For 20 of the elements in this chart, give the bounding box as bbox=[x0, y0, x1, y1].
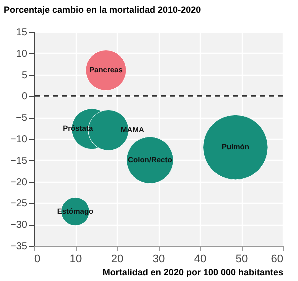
x-tick-label: 30 bbox=[152, 254, 166, 266]
x-tick-label: 20 bbox=[111, 254, 124, 266]
y-tick-label: −15 bbox=[10, 156, 28, 167]
y-tick-label: −10 bbox=[10, 134, 28, 146]
y-tick-label: 5 bbox=[22, 70, 28, 82]
x-axis-title: Mortalidad en 2020 por 100 000 habitantes bbox=[102, 268, 284, 278]
chart-title: Porcentaje cambio en la mortalidad 2010-2020 bbox=[4, 5, 202, 15]
y-tick-label: −5 bbox=[16, 113, 28, 124]
y-tick-label: −35 bbox=[10, 242, 28, 252]
y-tick-label: −25 bbox=[10, 198, 28, 210]
x-tick-label: 60 bbox=[271, 254, 284, 266]
y-tick-label: 0 bbox=[22, 92, 28, 103]
y-tick-label: 15 bbox=[16, 28, 28, 38]
x-tick-label: 40 bbox=[194, 254, 207, 266]
y-tick-label: −30 bbox=[10, 220, 28, 232]
y-tick-label: 10 bbox=[16, 48, 28, 60]
x-tick-label: 10 bbox=[70, 254, 82, 266]
x-tick-label: 0 bbox=[34, 254, 41, 266]
y-tick-label: −20 bbox=[10, 177, 28, 188]
x-tick-label: 50 bbox=[236, 254, 248, 266]
